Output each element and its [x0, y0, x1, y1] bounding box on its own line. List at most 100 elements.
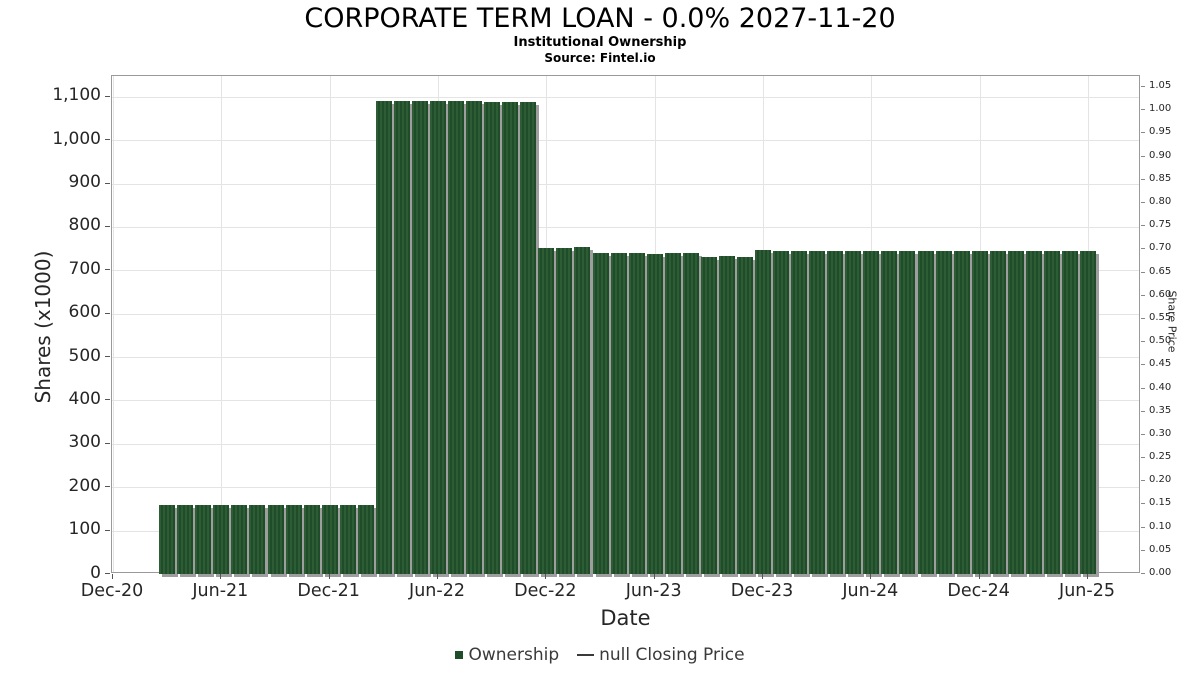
ownership-bar — [1080, 251, 1096, 574]
ownership-bar — [755, 250, 771, 574]
y-right-tick-label: 0.95 — [1149, 126, 1172, 138]
y-left-tickmark — [105, 225, 110, 227]
x-tick-label: Jun-21 — [192, 581, 249, 601]
ownership-bar — [863, 251, 880, 574]
x-tickmark — [653, 574, 655, 579]
y-left-tick-label: 1,000 — [52, 128, 101, 149]
y-right-tickmark — [1141, 109, 1145, 111]
v-gridline — [221, 76, 223, 572]
x-tick-label: Jun-22 — [409, 581, 465, 601]
y-left-tickmark — [105, 442, 110, 444]
y-right-tick-label: 0.15 — [1149, 497, 1172, 509]
ownership-bar — [827, 251, 844, 574]
y-right-tick-label: 0.85 — [1149, 172, 1172, 184]
x-tickmark — [1087, 574, 1088, 579]
ownership-bar — [502, 102, 519, 574]
ownership-bar — [267, 504, 284, 574]
ownership-bar — [574, 247, 591, 574]
y-right-tickmark — [1141, 132, 1145, 134]
ownership-bar — [610, 252, 627, 574]
x-tickmark — [978, 574, 980, 579]
y-right-tick-label: 0.80 — [1149, 196, 1172, 208]
ownership-bar — [971, 251, 988, 574]
y-right-tickmark — [1141, 549, 1145, 551]
ownership-bar — [285, 504, 302, 574]
x-tick-label: Dec-22 — [514, 581, 577, 601]
ownership-bar — [213, 504, 230, 574]
y-left-tick-label: 600 — [68, 302, 101, 323]
chart-title: CORPORATE TERM LOAN - 0.0% 2027-11-20 — [304, 3, 896, 34]
y-right-tick-label: 0.35 — [1149, 404, 1172, 416]
y-left-tickmark — [105, 529, 110, 531]
chart-subtitle: Institutional Ownership — [513, 35, 687, 50]
ownership-bar — [845, 251, 862, 574]
ownership-bar — [881, 251, 898, 574]
y-right-tickmark — [1141, 248, 1145, 250]
x-tickmark — [437, 574, 438, 579]
ownership-bar — [899, 251, 916, 574]
h-gridline — [112, 96, 1139, 98]
y-right-tick-label: 0.90 — [1149, 149, 1172, 161]
y-right-tickmark — [1141, 294, 1145, 296]
ownership-bar — [466, 100, 483, 574]
v-gridline — [329, 76, 331, 572]
y-right-tickmark — [1141, 410, 1145, 412]
x-tick-label: Jun-24 — [842, 581, 899, 601]
x-tickmark — [545, 574, 547, 579]
y-right-tickmark — [1141, 526, 1145, 528]
y-left-tickmark — [105, 356, 110, 358]
x-tick-label: Dec-20 — [80, 581, 144, 601]
y-left-tickmark — [105, 312, 110, 314]
y-left-tick-label: 900 — [68, 172, 101, 193]
y-right-tick-label: 0.10 — [1149, 520, 1172, 532]
y-right-tickmark — [1141, 433, 1145, 435]
legend-label-ownership: Ownership — [468, 645, 560, 665]
ownership-bar — [375, 100, 392, 574]
ownership-bar — [303, 504, 320, 574]
ownership-bar — [484, 102, 501, 574]
y-right-tick-label: 0.25 — [1149, 451, 1172, 463]
y-left-tickmark — [105, 399, 110, 401]
y-right-tick-label: 0.75 — [1149, 219, 1172, 231]
y-right-tickmark — [1141, 341, 1145, 343]
chart-source: Source: Fintel.io — [544, 51, 656, 65]
ownership-bar — [1043, 251, 1060, 574]
ownership-bar — [989, 251, 1006, 574]
v-gridline — [113, 76, 114, 572]
ownership-bar — [177, 504, 194, 574]
plot-area — [111, 75, 1140, 574]
ownership-square-marker-icon — [455, 651, 464, 659]
y-right-tickmark — [1141, 178, 1145, 180]
y-left-tick-label: 100 — [68, 519, 101, 540]
y-left-tickmark — [105, 182, 110, 184]
y-left-tickmark — [105, 95, 110, 97]
ownership-bar — [773, 251, 790, 574]
ownership-bar — [249, 504, 266, 574]
h-gridline — [112, 226, 1139, 228]
y-right-tickmark — [1141, 573, 1145, 574]
y-left-tick-label: 500 — [68, 345, 101, 366]
ownership-bar — [339, 504, 356, 574]
y-right-tick-label: 0.70 — [1149, 242, 1172, 254]
x-tick-label: Jun-23 — [625, 581, 682, 601]
ownership-bar — [1025, 251, 1042, 574]
y-left-tick-label: 200 — [68, 475, 101, 496]
h-gridline — [112, 183, 1139, 185]
ownership-bar — [195, 504, 212, 574]
y-right-tickmark — [1141, 202, 1145, 204]
ownership-bar — [159, 504, 176, 574]
y-right-tickmark — [1141, 86, 1145, 88]
ownership-bar — [538, 247, 555, 574]
ownership-bar — [664, 253, 681, 574]
y-right-tickmark — [1141, 317, 1145, 319]
y-right-tickmark — [1141, 480, 1145, 482]
y-right-tick-label: 0.60 — [1149, 288, 1172, 300]
ownership-bar — [357, 504, 374, 574]
y-right-tick-label: 0.65 — [1149, 265, 1172, 277]
x-tickmark — [328, 574, 330, 579]
x-tick-label: Dec-23 — [730, 581, 794, 601]
y-right-tickmark — [1141, 155, 1145, 157]
y-right-tick-label: 0.00 — [1149, 567, 1172, 578]
ownership-bar — [935, 251, 952, 574]
y-right-tick-label: 0.05 — [1149, 543, 1172, 555]
